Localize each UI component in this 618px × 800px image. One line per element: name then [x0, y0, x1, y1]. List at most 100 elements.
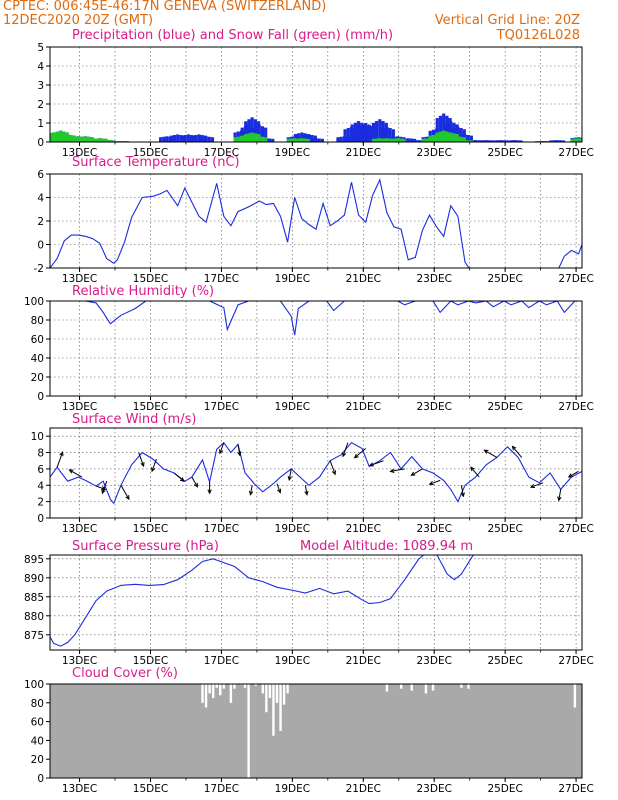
panel-frame — [49, 300, 583, 397]
wind-arrow — [354, 448, 366, 459]
snow-bar — [303, 138, 307, 142]
x-tick-label: 23DEC — [417, 273, 452, 285]
precip-bar — [361, 127, 365, 142]
y-tick-label: 5 — [37, 42, 44, 54]
wind-arrow-head — [101, 489, 106, 495]
snow-bar — [463, 140, 467, 142]
x-tick-label: 15DEC — [133, 523, 168, 535]
snow-bar — [580, 138, 582, 142]
wind-arrow-head — [237, 451, 242, 457]
cloud-gap — [233, 684, 236, 689]
cloud-gap — [282, 684, 286, 705]
x-tick-label: 17DEC — [204, 783, 239, 795]
snow-bar — [264, 137, 268, 142]
x-tick-label: 17DEC — [204, 655, 239, 667]
precip-bar — [561, 140, 566, 142]
x-tick-label: 15DEC — [133, 147, 168, 159]
snow-bar — [385, 138, 389, 142]
cloud-gap — [279, 684, 282, 731]
wind-arrow-head — [248, 490, 254, 496]
x-tick-label: 15DEC — [133, 273, 168, 285]
precip-bar — [210, 137, 215, 142]
wind-arrow — [288, 468, 292, 481]
plot-area — [50, 178, 582, 268]
snow-bar — [573, 138, 577, 142]
snow-bar — [395, 138, 400, 142]
snow-bar — [236, 136, 240, 142]
wind-arrow — [484, 449, 498, 458]
wind-arrow — [120, 485, 130, 500]
y-tick-label: 4 — [37, 193, 44, 205]
cloud-gap — [410, 684, 413, 691]
precip-bar — [438, 115, 443, 142]
wind-chart-title: Surface Wind (m/s) — [72, 412, 197, 427]
wind-arrow — [568, 470, 579, 478]
cloud-gap — [573, 684, 577, 708]
snow-bar — [244, 134, 248, 142]
wind-arrow-head — [511, 445, 517, 451]
x-tick-label: 17DEC — [204, 401, 239, 413]
y-tick-label: 2 — [37, 497, 44, 509]
wind-arrow — [558, 489, 562, 501]
wind-arrow-head — [277, 488, 282, 494]
precip-bar — [353, 122, 357, 142]
x-tick-label: 25DEC — [487, 523, 522, 535]
cloud-gap — [385, 684, 389, 692]
snow-bar — [257, 136, 261, 142]
x-tick-label: 15DEC — [133, 655, 168, 667]
precip-chart-title: Precipitation (blue) and Snow Fall (gree… — [72, 28, 394, 43]
x-tick-label: 23DEC — [417, 147, 452, 159]
cloud-gap — [229, 684, 233, 703]
plot-area — [50, 684, 582, 778]
x-tick-label: 13DEC — [62, 783, 97, 795]
precip-bar — [367, 124, 371, 142]
date-header: 12DEC2020 20Z (GMT) — [3, 13, 154, 28]
y-tick-label: 875 — [24, 630, 44, 642]
cloud-gap — [272, 684, 275, 736]
precip-bar — [519, 140, 523, 142]
cloud-gap — [254, 684, 257, 686]
x-tick-label: 15DEC — [133, 783, 168, 795]
x-tick-label: 13DEC — [62, 655, 97, 667]
x-tick-label: 19DEC — [275, 401, 310, 413]
panel-frame — [49, 554, 583, 651]
snow-bar — [382, 138, 386, 142]
x-tick-label: 25DEC — [487, 401, 522, 413]
precip-bar — [317, 138, 321, 142]
wind-arrow-head — [460, 492, 465, 498]
cloud-gap — [208, 684, 211, 694]
snow-bar — [399, 138, 403, 142]
precip-bar — [388, 128, 392, 142]
snow-bar — [449, 137, 454, 142]
x-tick-label: 19DEC — [275, 655, 310, 667]
precip-bar — [509, 140, 514, 142]
snow-bar — [233, 137, 237, 142]
snow-bar — [435, 132, 439, 142]
y-tick-label: 0 — [37, 240, 44, 252]
wind-arrow — [530, 482, 544, 488]
x-tick-label: 21DEC — [346, 655, 381, 667]
precip-bar — [339, 136, 343, 142]
precip-bar — [307, 134, 311, 142]
snow-bar — [251, 137, 255, 142]
snow-bar — [286, 138, 290, 142]
snow-bar — [392, 138, 396, 142]
precip-bar — [417, 140, 421, 142]
y-tick-label: 8 — [37, 448, 44, 460]
snow-bar — [300, 138, 304, 142]
wind-arrow — [56, 452, 64, 468]
wind-arrow-head — [287, 475, 292, 482]
cloud-chart-title: Cloud Cover (%) — [72, 666, 178, 681]
precip-bar — [314, 138, 318, 142]
snow-bar — [87, 138, 91, 142]
y-tick-label: 3 — [37, 80, 44, 92]
panel-1: -2 0 2 4 6 13DEC 15DEC 17DEC 19DEC 21DEC 23DEC 25DE… — [34, 169, 594, 285]
y-tick-label: 10 — [31, 431, 44, 443]
snow-bar — [98, 138, 102, 142]
y-tick-label: 80 — [31, 315, 44, 327]
snow-bar — [101, 140, 106, 142]
wind-arrow — [151, 458, 157, 472]
cloud-gap — [243, 684, 247, 688]
panel-frame — [49, 46, 583, 143]
